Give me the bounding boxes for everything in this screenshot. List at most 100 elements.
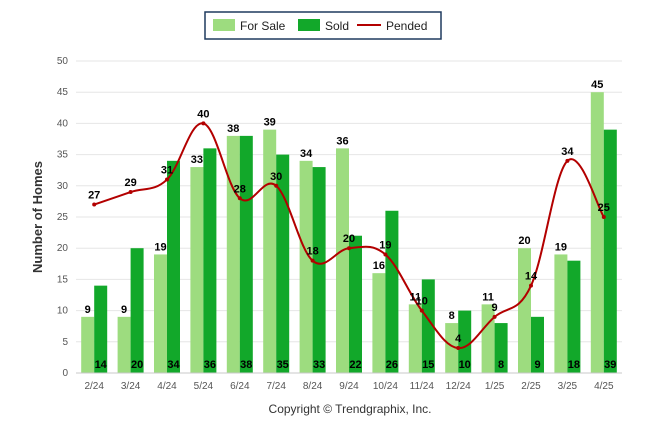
pended-point <box>165 177 169 182</box>
data-label-for-sale: 33 <box>191 154 203 166</box>
x-tick-label: 7/24 <box>266 381 286 392</box>
y-axis: 0 5 10 15 20 25 30 35 40 45 50 <box>57 56 69 379</box>
data-label-for-sale: 39 <box>264 117 276 129</box>
x-tick-label: 3/24 <box>121 381 141 392</box>
legend: For Sale Sold Pended <box>204 11 442 40</box>
data-label-sold: 10 <box>459 359 471 371</box>
data-label-pended: 10 <box>416 296 428 308</box>
pended-point <box>456 346 461 351</box>
x-tick-label: 1/25 <box>485 381 505 392</box>
bar-sold <box>312 167 326 373</box>
x-tick-label: 8/24 <box>303 381 323 392</box>
data-label-for-sale: 16 <box>373 260 385 272</box>
data-label-pended: 28 <box>234 183 246 195</box>
data-label-pended: 27 <box>88 190 100 202</box>
bar-for-sale <box>226 135 240 373</box>
pended-point <box>347 246 351 251</box>
bar-for-sale <box>481 304 495 373</box>
data-label-pended: 40 <box>197 108 209 120</box>
bar-sold <box>494 323 508 373</box>
bar-for-sale <box>372 273 386 373</box>
y-tick-label: 5 <box>62 337 68 348</box>
data-label-sold: 9 <box>534 359 540 371</box>
pended-point <box>529 283 533 288</box>
pended-point <box>274 183 279 188</box>
data-label-sold: 34 <box>167 359 180 371</box>
bar-sold <box>349 235 362 373</box>
data-label-pended: 14 <box>525 271 538 283</box>
x-tick-label: 11/24 <box>410 381 435 392</box>
data-label-for-sale: 20 <box>518 235 530 247</box>
data-label-for-sale: 11 <box>482 291 494 303</box>
bar-sold <box>567 260 581 373</box>
bar-sold <box>276 154 290 373</box>
data-label-for-sale: 19 <box>555 241 567 253</box>
pended-line <box>92 121 606 351</box>
bar-for-sale <box>408 304 422 373</box>
pended-point <box>601 215 606 219</box>
x-tick-label: 3/25 <box>558 381 578 392</box>
y-tick-label: 35 <box>57 150 69 161</box>
x-tick-label: 2/24 <box>84 381 104 392</box>
data-labels: 9 9 19 33 38 39 34 36 16 11 8 11 20 19 45 14 20 34 36 38 35 3… <box>85 79 617 371</box>
legend-label-for-sale: For Sale <box>240 19 286 33</box>
y-tick-label: 45 <box>57 87 69 98</box>
data-label-for-sale: 8 <box>449 310 455 322</box>
x-axis: 2/24 3/24 4/24 5/24 6/24 7/24 8/24 9/24 10/24 11/… <box>76 372 622 392</box>
bar-for-sale <box>336 148 349 373</box>
data-label-pended: 9 <box>492 302 498 314</box>
data-label-pended: 29 <box>124 177 136 189</box>
data-label-pended: 4 <box>455 333 462 345</box>
bar-for-sale <box>190 167 204 373</box>
x-tick-label: 2/25 <box>521 381 541 392</box>
x-tick-label: 9/24 <box>339 381 359 392</box>
bar-for-sale <box>518 248 531 373</box>
y-tick-label: 0 <box>62 368 68 379</box>
bar-sold <box>458 310 472 373</box>
pended-point <box>310 258 315 263</box>
data-label-sold: 33 <box>313 359 325 371</box>
bar-for-sale <box>263 129 277 373</box>
data-label-sold: 18 <box>568 359 580 371</box>
x-tick-label: 12/24 <box>446 381 471 392</box>
data-label-sold: 39 <box>604 359 616 371</box>
data-label-pended: 18 <box>306 246 318 258</box>
data-label-for-sale: 36 <box>336 135 348 147</box>
legend-swatch-for-sale <box>213 19 235 31</box>
data-label-pended: 34 <box>561 146 574 158</box>
bar-sold <box>603 129 617 373</box>
data-label-sold: 26 <box>386 359 398 371</box>
x-tick-label: 4/25 <box>594 381 614 392</box>
pended-point <box>565 158 570 163</box>
pended-point <box>92 202 97 207</box>
bar-sold <box>421 279 435 373</box>
x-tick-label: 10/24 <box>373 381 398 392</box>
data-label-sold: 14 <box>95 359 108 371</box>
data-label-sold: 36 <box>204 359 216 371</box>
bar-for-sale <box>590 92 604 373</box>
data-label-pended: 19 <box>379 239 391 251</box>
data-label-for-sale: 9 <box>85 304 91 316</box>
pended-point <box>128 190 133 195</box>
y-tick-label: 50 <box>57 56 69 67</box>
data-label-pended: 30 <box>270 171 282 183</box>
bar-sold <box>94 285 108 373</box>
data-label-for-sale: 19 <box>154 241 166 253</box>
bar-for-sale <box>154 254 167 373</box>
data-label-for-sale: 11 <box>409 291 421 303</box>
bar-for-sale <box>117 316 131 373</box>
legend-label-sold: Sold <box>325 19 349 33</box>
pended-point <box>237 196 242 201</box>
bar-sold <box>385 210 399 373</box>
bar-for-sale <box>81 316 95 373</box>
bar-sold <box>531 316 544 373</box>
legend-box <box>204 11 442 40</box>
data-label-sold: 20 <box>131 359 143 371</box>
bar-sold <box>203 148 217 373</box>
data-label-sold: 35 <box>277 359 289 371</box>
data-label-sold: 15 <box>422 359 434 371</box>
y-axis-title: Number of Homes <box>30 161 45 273</box>
data-label-for-sale: 34 <box>300 148 313 160</box>
pended-point <box>492 314 497 319</box>
y-tick-label: 40 <box>57 118 69 129</box>
